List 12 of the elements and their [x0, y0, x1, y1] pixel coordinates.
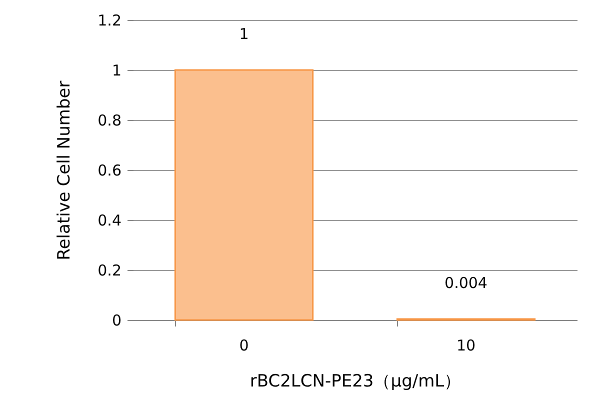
data-label: 1 — [239, 25, 249, 43]
y-tick-label: 0.2 — [98, 262, 122, 280]
y-tick-label: 0 — [112, 312, 122, 330]
x-axis-title: rBC2LCN-PE23（µg/mL） — [250, 372, 462, 392]
y-tick-label: 1 — [112, 62, 122, 80]
y-axis-title: Relative Cell Number — [54, 80, 75, 260]
x-tick-label: 10 — [456, 336, 476, 354]
y-tick-label: 0.6 — [98, 162, 122, 180]
y-tick-label: 1.2 — [98, 12, 122, 30]
y-tick-label: 0.8 — [98, 112, 122, 130]
data-label: 0.004 — [444, 274, 488, 292]
y-tick-label: 0.4 — [98, 212, 122, 230]
